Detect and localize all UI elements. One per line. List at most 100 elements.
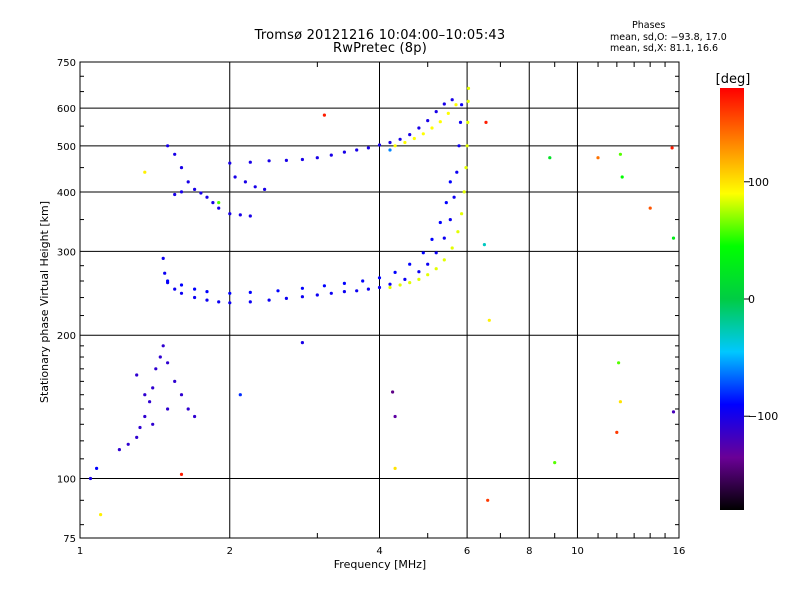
- x-tick-label: 4: [376, 546, 382, 557]
- echo-point: [193, 287, 197, 291]
- echo-point: [143, 393, 147, 397]
- echo-point: [248, 160, 252, 164]
- echo-point: [393, 144, 397, 148]
- echo-point: [417, 270, 421, 274]
- echo-point: [138, 425, 142, 430]
- plot-frame: [79, 61, 680, 539]
- y-tick-label: 75: [63, 534, 76, 545]
- colorbar-ticks: 100 0 −100: [744, 176, 778, 423]
- echo-point: [434, 267, 438, 271]
- x-tick-label: 8: [526, 546, 532, 557]
- echo-point: [267, 159, 271, 163]
- y-tick-label: 400: [57, 188, 76, 199]
- echo-point: [426, 273, 430, 277]
- echo-point: [173, 192, 177, 197]
- echo-point: [135, 435, 139, 439]
- phase-stats-heading: Phases: [632, 20, 666, 31]
- echo-point: [88, 476, 93, 481]
- echo-point: [466, 120, 470, 124]
- echo-point: [342, 281, 346, 285]
- echo-point: [233, 175, 237, 179]
- echo-point: [393, 466, 397, 470]
- echo-point: [448, 218, 452, 222]
- echo-point: [398, 283, 402, 287]
- echo-point: [450, 246, 454, 250]
- colorbar-tick-label: 0: [748, 293, 755, 306]
- echo-point: [193, 414, 197, 419]
- echo-point: [377, 285, 382, 290]
- echo-point: [454, 103, 458, 107]
- echo-point: [620, 175, 624, 179]
- echo-point: [430, 126, 434, 130]
- echo-point: [403, 140, 407, 145]
- y-tick-label: 500: [57, 142, 76, 153]
- echo-point: [228, 291, 232, 295]
- echo-point: [248, 290, 252, 294]
- echo-point: [135, 373, 139, 377]
- echo-point: [553, 461, 557, 465]
- echo-point: [217, 201, 221, 205]
- echo-point: [458, 120, 463, 124]
- echo-point: [434, 110, 438, 114]
- echo-point: [438, 120, 442, 124]
- echo-point: [366, 287, 370, 291]
- echo-point: [464, 166, 468, 170]
- echo-point: [393, 414, 397, 419]
- echo-point: [412, 136, 416, 141]
- colorbar-label: [deg]: [716, 72, 751, 87]
- echo-point: [391, 390, 395, 394]
- phase-colorbar: [720, 88, 744, 510]
- x-tick-label: 10: [571, 546, 584, 557]
- echo-point: [452, 195, 456, 199]
- echo-point: [617, 361, 621, 365]
- echo-point: [193, 187, 197, 191]
- echo-point: [322, 113, 326, 117]
- echo-point: [173, 152, 177, 156]
- echo-point: [238, 393, 242, 397]
- echo-point: [217, 206, 221, 210]
- echo-point: [117, 448, 121, 452]
- echo-point: [284, 296, 288, 300]
- echo-point: [596, 156, 600, 160]
- echo-point: [161, 256, 165, 260]
- echo-point: [426, 119, 430, 123]
- echo-point: [186, 407, 190, 411]
- echo-point: [482, 243, 486, 247]
- echo-point: [199, 191, 203, 195]
- echo-point: [426, 262, 430, 266]
- echo-point: [163, 271, 167, 275]
- grid-lines: [80, 62, 679, 538]
- echo-point: [342, 150, 346, 154]
- y-tick-label: 600: [57, 104, 76, 115]
- echo-point: [179, 166, 184, 170]
- echo-point: [484, 120, 488, 124]
- echo-point: [355, 148, 359, 152]
- echo-point: [421, 132, 425, 136]
- echo-point: [263, 187, 267, 191]
- echo-point: [228, 301, 232, 305]
- echo-point: [450, 98, 454, 102]
- echo-point: [166, 279, 170, 283]
- echo-point: [355, 289, 359, 293]
- echo-point: [284, 158, 288, 162]
- echo-point: [361, 279, 365, 283]
- phase-stats-x-mode: mean, sd,X: 81.1, 16.6: [610, 43, 719, 54]
- echo-point: [179, 291, 184, 295]
- echo-point: [388, 282, 392, 286]
- echo-point: [671, 236, 676, 240]
- echo-point: [430, 237, 434, 241]
- echo-point: [99, 513, 103, 517]
- echo-point: [205, 195, 209, 199]
- echo-point: [460, 212, 464, 216]
- echo-point: [618, 400, 623, 404]
- echo-point: [161, 344, 165, 348]
- echo-point: [421, 251, 425, 255]
- echo-point: [315, 293, 319, 297]
- echo-point: [151, 386, 155, 390]
- echo-point: [618, 152, 623, 156]
- x-tick-label: 2: [227, 546, 233, 557]
- chart-subtitle: RwPretec (8p): [333, 41, 427, 56]
- echo-point: [329, 153, 333, 157]
- echo-point: [456, 230, 460, 234]
- echo-point: [126, 442, 130, 446]
